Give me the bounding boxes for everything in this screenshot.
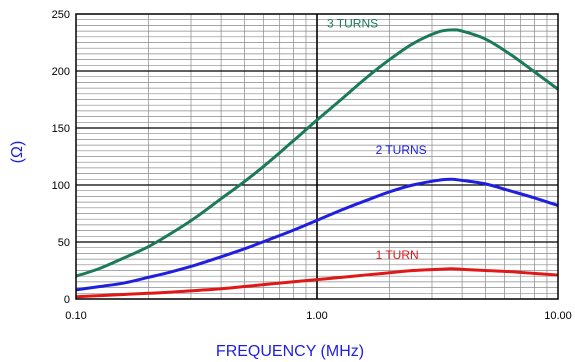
y-tick-labels: 0 50 100 150 200 250: [52, 9, 70, 306]
series-label-3-turns: 3 TURNS: [327, 17, 378, 31]
series-line-3-turns: [75, 28, 559, 278]
series-label-1-turn: 1 TURN: [376, 248, 419, 262]
y-tick-label: 50: [58, 237, 70, 249]
series-labels: 3 TURNS 2 TURNS 1 TURN: [327, 17, 427, 262]
y-tick-label: 250: [52, 9, 70, 21]
y-tick-label: 0: [64, 294, 70, 306]
x-tick-label: 1.00: [306, 310, 327, 322]
plot-frame: [75, 13, 559, 300]
series-layer: [75, 28, 559, 299]
x-tick-labels: 0.10 1.00 10.00: [65, 310, 571, 322]
series-line-1-turn: [75, 267, 559, 299]
series-line-2-turns: [75, 177, 559, 292]
y-tick-label: 100: [52, 180, 70, 192]
x-axis-title: FREQUENCY (MHz): [216, 343, 364, 360]
series-label-2-turns: 2 TURNS: [376, 143, 427, 157]
y-axis-title: (Ω): [9, 141, 26, 164]
y-tick-label: 200: [52, 66, 70, 78]
y-tick-label: 150: [52, 123, 70, 135]
x-tick-label: 10.00: [544, 310, 572, 322]
x-tick-label: 0.10: [65, 310, 86, 322]
